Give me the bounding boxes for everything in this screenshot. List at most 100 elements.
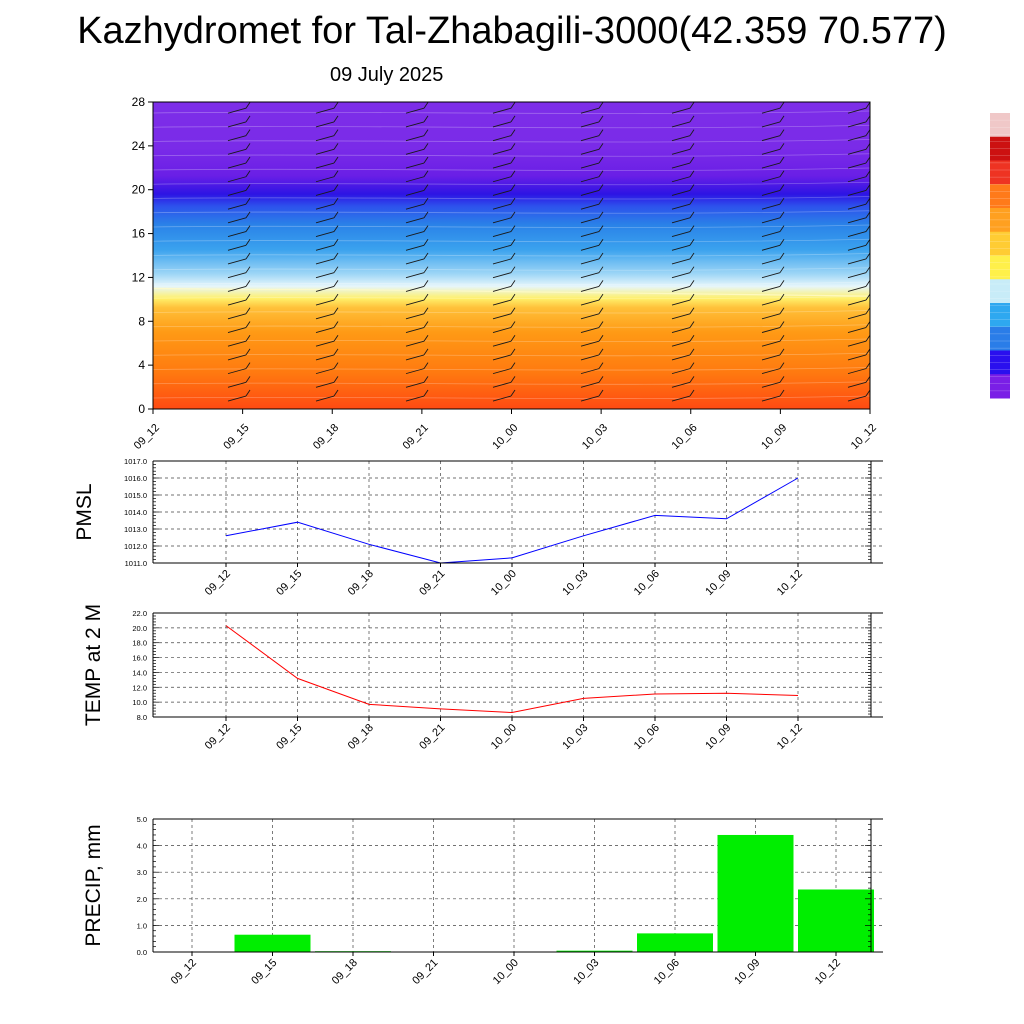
wind-barb — [580, 176, 600, 183]
wind-barb — [761, 285, 781, 292]
wind-barb-flag — [333, 170, 339, 177]
wind-barb — [315, 258, 335, 265]
wind-barb-flag — [510, 129, 516, 136]
wind-barb — [227, 327, 247, 333]
wind-barb — [227, 162, 247, 169]
x-tick-label: 09_15 — [274, 722, 304, 752]
x-tick-label: 09_21 — [417, 568, 447, 598]
wind-barb-flag — [598, 389, 604, 397]
wind-barb — [580, 135, 600, 142]
x-tick-label: 09_15 — [274, 568, 304, 598]
wind-barb — [761, 395, 781, 402]
wind-barb — [761, 148, 781, 155]
x-tick-label: 09_12 — [203, 722, 233, 752]
y-tick-label: 16.0 — [132, 654, 147, 663]
wind-barb — [847, 217, 867, 224]
x-tick-label: 09_12 — [169, 957, 199, 987]
y-tick-label: 4.0 — [137, 842, 147, 851]
x-tick-label: 09_15 — [249, 957, 279, 987]
wind-barb-flag — [598, 239, 604, 246]
wind-barb — [580, 381, 600, 388]
wind-barb — [492, 162, 512, 169]
wind-barb — [492, 272, 512, 279]
wind-barb — [761, 203, 781, 210]
wind-barb-flag — [598, 129, 604, 136]
wind-barb — [492, 203, 512, 210]
wind-barb — [580, 107, 600, 114]
precip-bar — [556, 950, 633, 952]
precip-bar — [717, 834, 794, 952]
wind-barb — [227, 231, 247, 238]
wind-barb — [847, 299, 867, 306]
wind-barb — [492, 313, 512, 320]
wind-barb-flag — [598, 115, 604, 123]
wind-barb-flag — [423, 156, 429, 164]
wind-barb-flag — [689, 143, 695, 150]
wind-barb — [227, 381, 247, 388]
y-tick-label: 2.0 — [137, 895, 147, 904]
wind-barb — [315, 327, 335, 333]
wind-barb-flag — [865, 211, 871, 219]
wind-barb-flag — [689, 293, 695, 301]
wind-barb — [847, 148, 867, 155]
wind-barb-flag — [333, 389, 339, 397]
wind-barb-flag — [245, 225, 251, 232]
wind-barb-flag — [333, 280, 339, 287]
wind-barb — [671, 340, 691, 347]
wind-barb — [761, 217, 781, 224]
wind-barb — [671, 354, 691, 361]
wind-barb-flag — [423, 280, 429, 287]
wind-barb — [405, 148, 425, 155]
wind-barb-flag — [333, 307, 339, 315]
wind-barb — [492, 176, 512, 183]
wind-barb — [315, 244, 335, 251]
x-tick-label: 10_06 — [632, 722, 662, 752]
wind-barb-flag — [245, 197, 251, 205]
wind-barb — [315, 190, 335, 196]
wind-barb-flag — [423, 321, 429, 328]
wind-barb — [847, 258, 867, 265]
wind-barb-flag — [865, 280, 871, 287]
wind-barb — [671, 258, 691, 265]
wind-barb-flag — [598, 307, 604, 315]
precip-axis-label: PRECIP, mm — [82, 824, 105, 946]
wind-barb-flag — [423, 307, 429, 315]
y-tick-label: 1.0 — [137, 921, 147, 930]
x-tick-label: 10_09 — [732, 957, 762, 987]
contour-line — [152, 352, 871, 357]
wind-barb-flag — [423, 389, 429, 397]
wind-barb — [671, 217, 691, 224]
pmsl-axis-label: PMSL — [73, 483, 96, 540]
wind-barb-flag — [865, 115, 871, 123]
chart-date: 09 July 2025 — [330, 64, 444, 86]
wind-barb — [847, 381, 867, 388]
wind-barb-flag — [510, 170, 516, 177]
precip-bar — [798, 889, 874, 952]
wind-barb — [227, 148, 247, 155]
wind-barb-flag — [779, 129, 785, 136]
colorbar-cell — [990, 136, 1010, 161]
wind-barb — [227, 121, 247, 128]
wind-barb — [227, 190, 247, 196]
wind-barb-flag — [598, 334, 604, 342]
wind-barb-flag — [689, 197, 695, 205]
x-tick-label: 10_06 — [670, 422, 700, 452]
wind-barb-flag — [689, 115, 695, 123]
wind-barb — [492, 217, 512, 224]
wind-barb — [492, 299, 512, 306]
y-tick-label: 12 — [132, 270, 146, 284]
wind-barb — [671, 148, 691, 155]
wind-barb — [580, 162, 600, 169]
x-tick-label: 10_12 — [775, 722, 805, 752]
wind-barb-flag — [779, 334, 785, 342]
wind-barb — [405, 285, 425, 292]
contour-line — [152, 381, 871, 385]
wind-barb — [847, 231, 867, 238]
colorbar-cell — [990, 184, 1010, 209]
y-tick-label: 1015.0 — [124, 491, 147, 500]
wind-barb — [761, 121, 781, 128]
contour-line — [152, 224, 871, 228]
temp-line — [225, 625, 799, 714]
wind-barb — [227, 135, 247, 142]
wind-barb — [580, 327, 600, 333]
